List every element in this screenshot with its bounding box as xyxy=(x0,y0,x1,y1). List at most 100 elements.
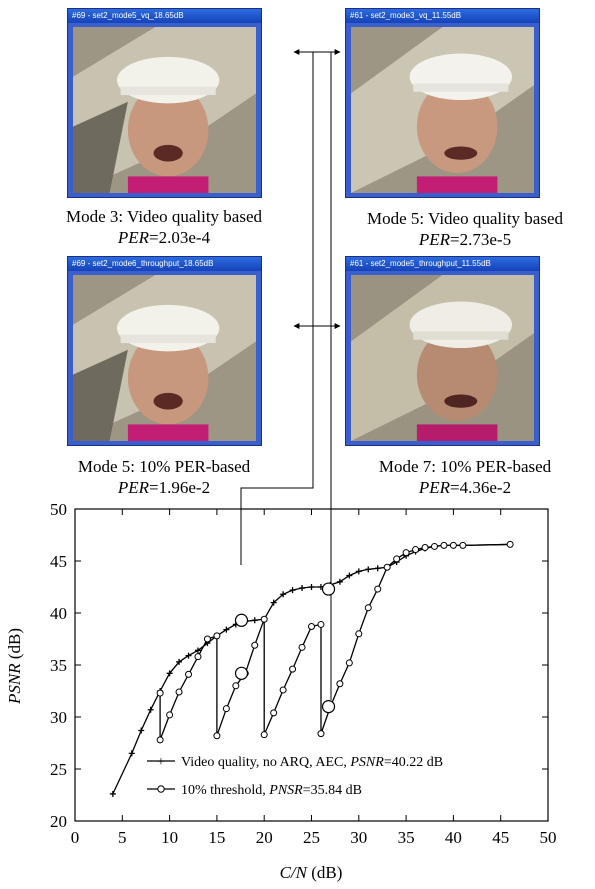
data-point-video-quality xyxy=(251,617,258,624)
y-tick-label: 40 xyxy=(50,604,67,623)
data-point-threshold xyxy=(364,604,372,612)
y-axis-label: PSNR (dB) xyxy=(5,628,24,705)
data-point-video-quality xyxy=(194,647,201,654)
x-tick-label: 10 xyxy=(161,828,178,847)
frame-title: #69 - set2_mode5_vq_18.65dB xyxy=(68,9,261,23)
legend-marker-circle xyxy=(157,785,165,793)
data-point-video-quality xyxy=(355,568,362,575)
data-point-threshold xyxy=(260,615,268,623)
x-tick-label: 20 xyxy=(256,828,273,847)
x-tick-label: 0 xyxy=(71,828,80,847)
data-point-threshold xyxy=(449,541,457,549)
video-image xyxy=(73,27,256,193)
video-frame-mode5-vq: #61 - set2_mode3_vq_11.55dB xyxy=(345,8,540,198)
legend: + Video quality, no ARQ, AEC, PSNR=40.22… xyxy=(147,755,443,798)
data-point-video-quality xyxy=(270,599,277,606)
data-point-video-quality xyxy=(185,652,192,659)
per-label: PER=1.96e-2 xyxy=(117,478,211,497)
x-tick-label: 50 xyxy=(540,828,557,847)
data-point-video-quality xyxy=(138,727,145,734)
data-point-threshold xyxy=(166,711,174,719)
data-point-video-quality xyxy=(109,790,116,797)
video-image xyxy=(351,275,534,441)
data-point-threshold xyxy=(506,540,514,548)
data-point-threshold xyxy=(185,670,193,678)
data-point-threshold xyxy=(383,563,391,571)
data-point-threshold xyxy=(260,731,268,739)
mode-label: Mode 5: Video quality based xyxy=(366,209,564,228)
data-point-threshold xyxy=(317,730,325,738)
data-point-threshold xyxy=(222,705,230,713)
data-point-video-quality xyxy=(166,670,173,677)
data-point-threshold xyxy=(374,585,382,593)
plot-area xyxy=(74,508,549,822)
data-point-video-quality xyxy=(147,706,154,713)
caption-panel-3: Mode 5: 10% PER-based PER=1.96e-2 xyxy=(34,456,294,498)
x-tick-label: 35 xyxy=(398,828,415,847)
x-tick-label: 45 xyxy=(492,828,509,847)
data-point-threshold xyxy=(345,659,353,667)
data-point-video-quality xyxy=(336,578,343,585)
data-point-video-quality xyxy=(299,585,306,592)
data-point-threshold xyxy=(355,630,363,638)
caption-panel-1: Mode 3: Video quality based PER=2.03e-4 xyxy=(34,206,294,248)
caption-panel-4: Mode 7: 10% PER-based PER=4.36e-2 xyxy=(335,456,595,498)
data-point-video-quality xyxy=(346,572,353,579)
highlight-marker xyxy=(234,666,249,680)
per-label: PER=2.73e-5 xyxy=(418,230,512,249)
series-line-1 xyxy=(159,543,511,741)
data-point-threshold xyxy=(298,643,306,651)
data-point-video-quality xyxy=(280,591,287,598)
data-point-threshold xyxy=(213,632,221,640)
video-image xyxy=(73,275,256,441)
data-point-video-quality xyxy=(365,566,372,573)
data-point-video-quality xyxy=(176,658,183,665)
mode-label: Mode 7: 10% PER-based xyxy=(378,457,552,476)
data-point-threshold xyxy=(203,635,211,643)
x-tick-label: 5 xyxy=(118,828,127,847)
per-label: PER=2.03e-4 xyxy=(117,228,211,247)
data-point-threshold xyxy=(194,653,202,661)
per-label: PER=4.36e-2 xyxy=(418,478,512,497)
legend-entry-threshold: 10% threshold, PNSR=35.84 dB xyxy=(181,783,362,798)
y-tick-label: 45 xyxy=(50,552,67,571)
frame-title: #61 - set2_mode3_vq_11.55dB xyxy=(346,9,539,23)
highlight-marker xyxy=(321,700,336,714)
data-point-threshold xyxy=(232,682,240,690)
data-point-threshold xyxy=(421,543,429,551)
data-point-threshold xyxy=(317,620,325,628)
y-tick-label: 30 xyxy=(50,708,67,727)
data-point-threshold xyxy=(175,688,183,696)
data-point-threshold xyxy=(156,689,164,697)
data-point-threshold xyxy=(156,736,164,744)
highlight-marker xyxy=(234,613,249,627)
data-point-threshold xyxy=(270,709,278,717)
x-axis-label: C/N (dB) xyxy=(280,863,343,882)
legend-marker-plus: + xyxy=(157,755,165,770)
data-point-threshold xyxy=(459,541,467,549)
video-image xyxy=(351,27,534,193)
y-tick-label: 50 xyxy=(50,500,67,519)
data-point-video-quality xyxy=(223,626,230,633)
data-point-threshold xyxy=(213,732,221,740)
data-point-threshold xyxy=(289,665,297,673)
x-tick-label: 40 xyxy=(445,828,462,847)
data-point-threshold xyxy=(393,555,401,563)
data-point-threshold xyxy=(430,542,438,550)
psnr-chart: 0 5 10 15 20 25 30 35 40 45 50 20 25 30 35 40 45 50 + Vid… xyxy=(5,500,557,882)
frame-title: #61 - set2_mode5_throughput_11.55dB xyxy=(346,257,539,271)
legend-entry-video-quality: Video quality, no ARQ, AEC, PSNR=40.22 d… xyxy=(181,755,443,770)
video-frame-mode5-per: #69 - set2_mode6_throughput_18.65dB xyxy=(67,256,262,446)
data-point-threshold xyxy=(402,549,410,557)
mode-label: Mode 3: Video quality based xyxy=(65,207,263,226)
data-point-video-quality xyxy=(374,565,381,572)
mode-label: Mode 5: 10% PER-based xyxy=(77,457,251,476)
data-point-video-quality xyxy=(128,750,135,757)
data-point-threshold xyxy=(251,641,259,649)
y-tick-label: 35 xyxy=(50,656,67,675)
y-tick-label: 20 xyxy=(50,812,67,831)
data-point-video-quality xyxy=(308,584,315,590)
data-point-video-quality xyxy=(289,587,296,594)
frame-title: #69 - set2_mode6_throughput_18.65dB xyxy=(68,257,261,271)
data-point-threshold xyxy=(279,686,287,694)
